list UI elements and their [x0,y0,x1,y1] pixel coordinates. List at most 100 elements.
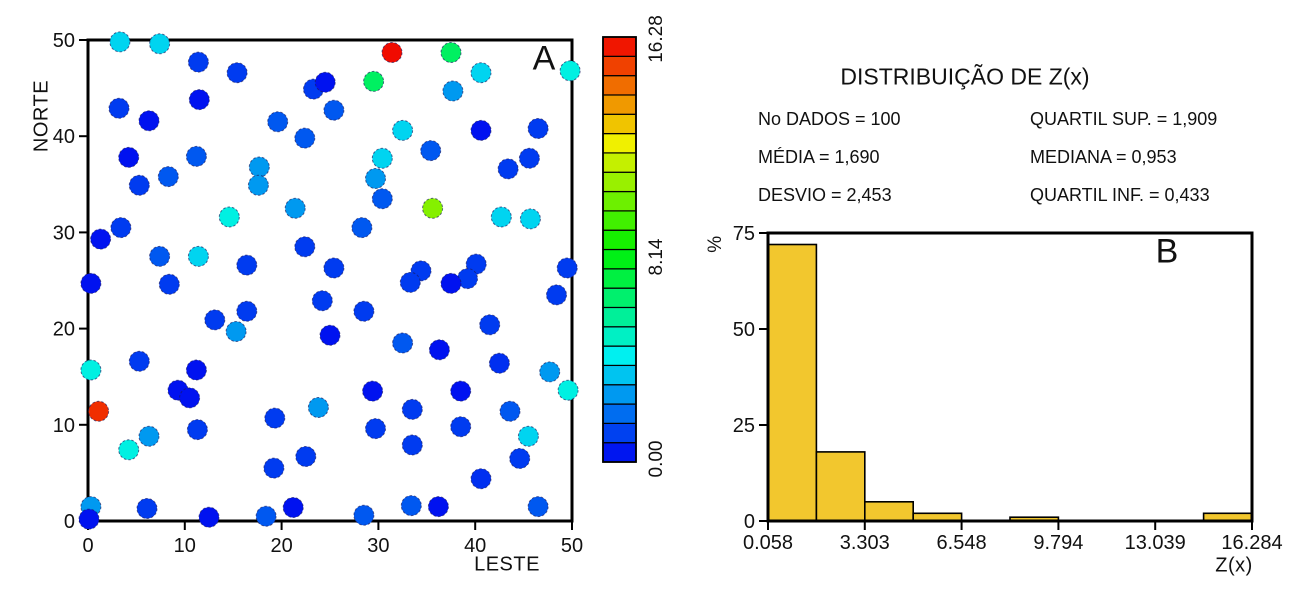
scatter-point [371,188,393,210]
scatter-y-tick-label: 40 [53,126,75,148]
colorbar-segment [602,55,637,77]
scatter-point [284,197,306,219]
scatter-point [185,359,207,381]
scatter-point [307,397,329,418]
colorbar-segment [602,442,637,463]
scatter-point [136,498,158,519]
scatter-point [392,332,414,354]
colorbar-max-label: 16.28 [646,15,667,63]
colorbar-mid-label: 8.14 [646,238,667,276]
histogram-x-tick-label: 9.794 [1033,532,1083,554]
scatter-point [109,31,131,53]
scatter-point [319,324,341,346]
scatter-x-tick-label: 30 [367,535,389,557]
scatter-point [351,217,373,239]
histogram-x-tick-label: 3.303 [840,532,890,554]
scatter-point [518,147,540,169]
scatter-y-tick-label: 10 [53,415,75,437]
scatter-point [295,446,317,467]
histogram-y-tick-label: 75 [733,223,755,245]
scatter-point [400,495,422,517]
scatter-x-tick-label: 20 [270,535,292,557]
scatter-point [365,418,386,440]
scatter-point [188,89,210,111]
colorbar-segment [602,345,637,367]
colorbar-segment [602,36,637,57]
panel-b-letter: B [1155,232,1179,271]
scatter-point [470,468,492,490]
colorbar-segment [602,364,637,386]
colorbar-segment [602,229,637,251]
scatter-point [157,166,179,188]
scatter-point [282,497,304,518]
scatter-point [218,206,240,228]
scatter-point [294,127,316,149]
scatter-y-axis-title: NORTE [30,79,53,153]
scatter-point [381,42,403,63]
scatter-point [450,380,472,402]
scatter-point [248,156,270,178]
histogram-y-tick-label: 0 [744,511,755,533]
colorbar-segment [602,132,637,154]
stat-media: MÉDIA = 1,690 [758,147,880,167]
colorbar-segment [602,210,637,231]
scatter-point [365,168,386,189]
scatter-point [187,245,209,267]
scatter-y-tick-label: 30 [53,222,75,244]
colorbar-segment [602,248,637,270]
scatter-point [353,300,375,322]
colorbar-segment [602,384,637,405]
scatter-point [546,284,567,306]
scatter-point [371,147,393,169]
scatter-point [149,245,171,267]
histogram-y-tick-label: 25 [733,415,755,437]
scatter-point [204,309,226,331]
scatter-point [440,42,462,63]
scatter-point [138,425,160,447]
scatter-point [187,51,209,73]
scatter-point [294,236,316,258]
scatter-point [255,505,277,527]
scatter-point [179,387,201,409]
histogram-bar [863,500,914,522]
stat-mediana: MEDIANA = 0,953 [1030,147,1177,167]
histogram-y-axis-title: % [705,235,726,253]
histogram-bar [815,451,866,522]
scatter-point [527,496,549,518]
stat-quartil-inf: QUARTIL INF. = 0,433 [1030,185,1210,205]
scatter-point [559,60,581,82]
scatter-point [110,217,132,239]
scatter-point [422,197,444,219]
scatter-point [128,174,150,196]
colorbar-segment [602,326,637,347]
scatter-point [490,206,512,228]
scatter-point [539,361,561,383]
scatter-point [90,228,112,250]
stat-quartil-sup: QUARTIL SUP. = 1,909 [1030,109,1218,129]
scatter-point [236,300,258,322]
scatter-point [527,118,549,139]
scatter-point [108,97,130,119]
scatter-point [80,359,102,381]
scatter-point [509,448,531,469]
scatter-point [470,119,492,141]
scatter-point [149,33,171,55]
scatter-point [470,62,492,84]
scatter-point [353,504,375,526]
scatter-point [363,70,385,92]
scatter-point [225,321,247,342]
scatter-point [138,110,160,132]
colorbar-segment [602,268,637,289]
scatter-point [428,339,450,361]
scatter-y-tick-label: 50 [53,30,75,52]
scatter-point [362,380,384,402]
scatter-point [497,158,519,180]
scatter-point [499,400,521,422]
scatter-point [263,457,285,479]
scatter-point [314,71,336,93]
scatter-point [488,352,510,374]
stat-desvio: DESVIO = 2,453 [758,185,892,205]
stat-n-dados: No DADOS = 100 [758,109,901,129]
